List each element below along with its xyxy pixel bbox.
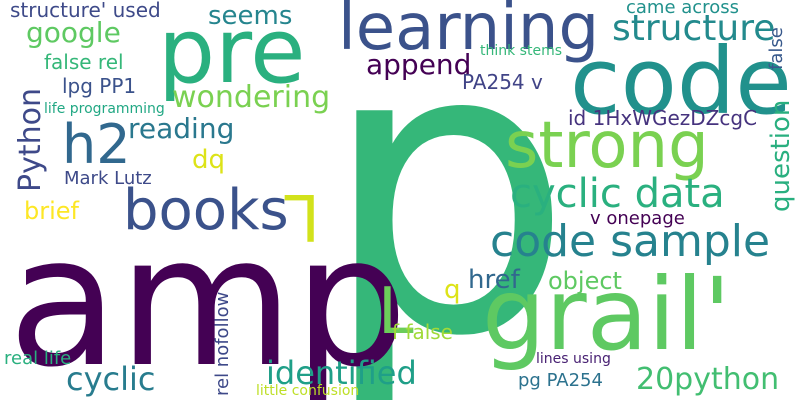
word-code: code	[570, 28, 792, 135]
word-seems: seems	[208, 1, 293, 31]
word-q: q	[444, 275, 461, 305]
word-append: append	[366, 48, 472, 81]
word-real-life: real life	[4, 348, 72, 369]
word-cyclic: cyclic	[66, 360, 156, 398]
word-lines-using: lines using	[536, 351, 611, 367]
word-strong: strong	[505, 109, 709, 183]
word-v-onepage: v onepage	[590, 208, 685, 229]
word-href: href	[468, 265, 520, 295]
word-code-sample: code sample	[490, 216, 771, 267]
word-google: google	[26, 16, 121, 49]
word-books: books	[123, 178, 289, 243]
word-pg-pa254: pg PA254	[518, 370, 603, 391]
word-L-green: L	[378, 275, 414, 349]
word-20python: 20python	[636, 362, 780, 397]
word-f-false: f false	[392, 320, 453, 344]
word-came-across: came across	[626, 0, 739, 18]
word-grail: grail'	[482, 256, 731, 373]
word-little-confusion: little confusion	[256, 383, 360, 399]
word-learning: learning	[338, 0, 600, 65]
word-structure: structure	[612, 8, 776, 49]
word-life-programming: life programming	[44, 101, 165, 117]
word-object: object	[548, 267, 622, 295]
word-dq: dq	[192, 145, 226, 175]
word-id: id 1HxWGezDZcgC	[568, 106, 758, 130]
word-pre: pre	[158, 0, 306, 104]
word-false: false	[766, 27, 787, 70]
word-cyclic-data: cyclic data	[510, 171, 725, 217]
word-lpg-pp1: lpg PP1	[62, 74, 137, 98]
word-h2: h2	[62, 113, 131, 176]
word-reading: reading	[128, 112, 235, 145]
word-wondering: wondering	[172, 80, 331, 115]
word-rel-nofollow: rel nofollow	[212, 291, 233, 396]
word-p: p	[320, 0, 574, 400]
word-brief: brief	[24, 197, 79, 225]
word-false-rel: false rel	[44, 50, 124, 74]
word-python: Python	[13, 88, 48, 192]
word-think-stems: think stems	[480, 43, 563, 59]
word-structure-used: structure' used	[10, 0, 161, 22]
word-identified: identified	[266, 354, 417, 392]
word-pa254-v: PA254 v	[462, 70, 543, 94]
word-amp: amp	[8, 198, 408, 400]
word-L-yellow: L	[284, 179, 320, 253]
word-question: question	[766, 99, 796, 212]
word-mark-lutz: Mark Lutz	[64, 168, 152, 189]
